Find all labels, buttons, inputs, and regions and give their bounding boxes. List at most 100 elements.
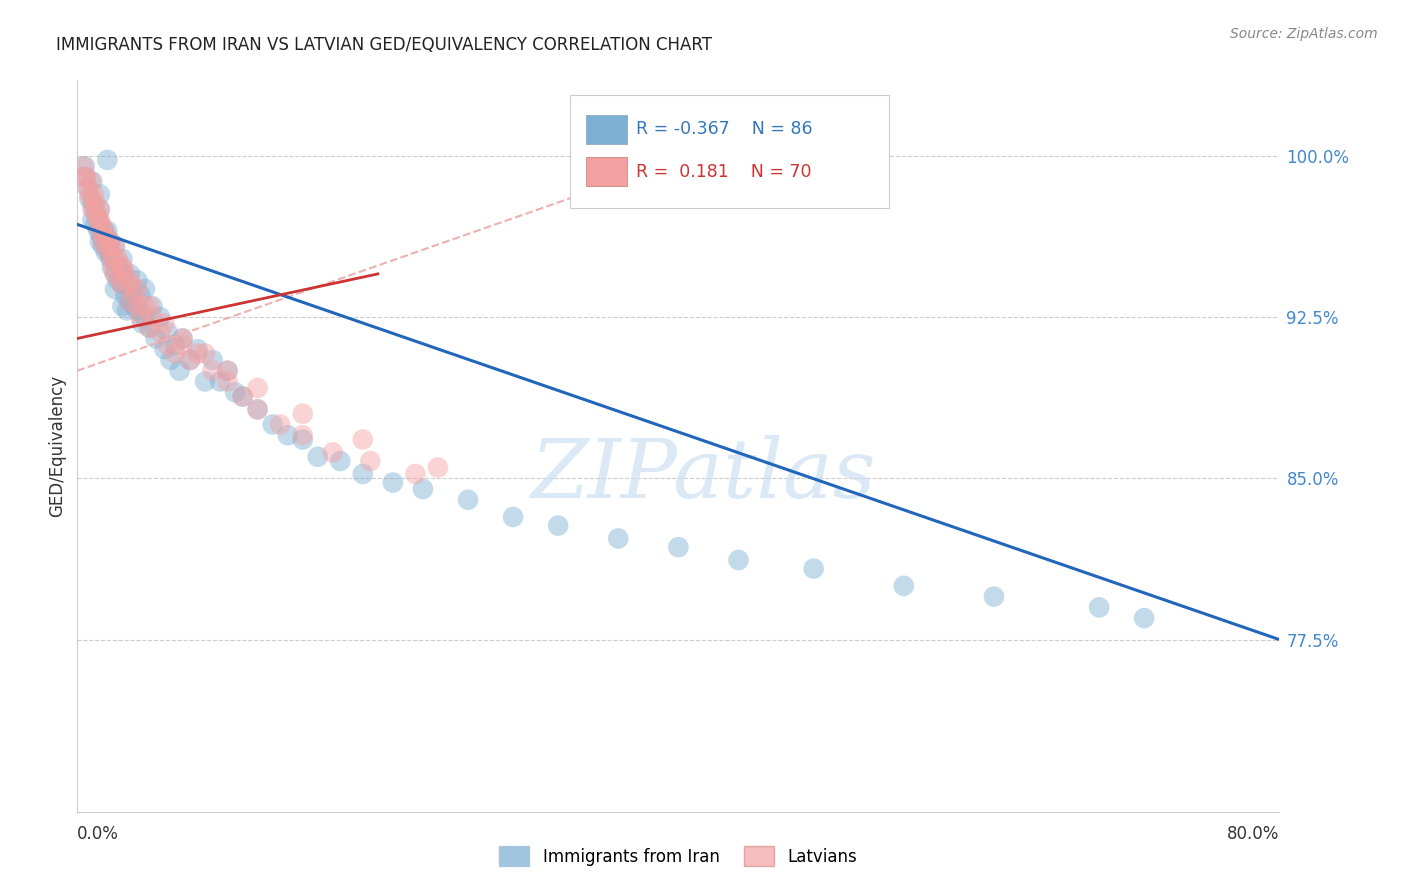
Point — [104, 267, 127, 281]
Text: 80.0%: 80.0% — [1227, 825, 1279, 843]
Point — [217, 364, 239, 378]
Point — [127, 303, 149, 318]
Point — [101, 252, 124, 266]
Point — [169, 364, 191, 378]
Point — [246, 402, 269, 417]
Point — [114, 288, 136, 302]
Point — [87, 213, 110, 227]
Point — [179, 353, 201, 368]
Point — [89, 224, 111, 238]
Point — [163, 346, 186, 360]
Point — [232, 390, 254, 404]
Point — [131, 317, 153, 331]
Point — [209, 375, 232, 389]
Point — [201, 353, 224, 368]
Point — [163, 338, 186, 352]
Point — [89, 218, 111, 232]
Point — [96, 230, 118, 244]
Point — [80, 174, 103, 188]
Point — [457, 492, 479, 507]
Point — [76, 181, 98, 195]
Point — [100, 235, 122, 249]
Point — [172, 331, 194, 345]
Point — [87, 224, 110, 238]
Y-axis label: GED/Equivalency: GED/Equivalency — [48, 375, 66, 517]
Point — [322, 445, 344, 459]
Point — [73, 159, 96, 173]
Point — [107, 252, 129, 266]
Point — [89, 187, 111, 202]
Text: 0.0%: 0.0% — [77, 825, 120, 843]
Point — [127, 282, 149, 296]
Point — [194, 375, 217, 389]
Point — [82, 174, 104, 188]
Point — [118, 294, 141, 309]
Point — [224, 385, 246, 400]
Point — [100, 235, 122, 249]
Point — [111, 277, 134, 292]
FancyBboxPatch shape — [586, 115, 627, 144]
Point — [893, 579, 915, 593]
Point — [104, 239, 127, 253]
Point — [111, 277, 134, 292]
Point — [232, 390, 254, 404]
Text: ZIPatlas: ZIPatlas — [530, 435, 875, 516]
Point — [159, 353, 181, 368]
Point — [138, 320, 160, 334]
Point — [82, 213, 104, 227]
Point — [107, 273, 129, 287]
Point — [86, 209, 108, 223]
Point — [72, 159, 94, 173]
Point — [93, 224, 115, 238]
Point — [79, 187, 101, 202]
Point — [94, 239, 117, 253]
Point — [111, 260, 134, 275]
Point — [83, 187, 105, 202]
Point — [1088, 600, 1111, 615]
Text: R = -0.367    N = 86: R = -0.367 N = 86 — [637, 120, 813, 138]
Text: IMMIGRANTS FROM IRAN VS LATVIAN GED/EQUIVALENCY CORRELATION CHART: IMMIGRANTS FROM IRAN VS LATVIAN GED/EQUI… — [56, 36, 713, 54]
Point — [82, 195, 104, 210]
Point — [89, 235, 111, 249]
Point — [111, 260, 134, 275]
Point — [145, 331, 167, 345]
Point — [75, 170, 97, 185]
Point — [172, 331, 194, 345]
Point — [217, 364, 239, 378]
Point — [84, 195, 107, 210]
Point — [607, 532, 630, 546]
Point — [73, 170, 96, 185]
Point — [127, 273, 149, 287]
Point — [291, 433, 314, 447]
Point — [983, 590, 1005, 604]
Point — [134, 310, 156, 324]
Point — [291, 428, 314, 442]
Point — [381, 475, 404, 490]
Point — [547, 518, 569, 533]
Point — [262, 417, 284, 432]
Point — [79, 192, 101, 206]
Point — [352, 433, 374, 447]
Point — [127, 299, 149, 313]
Point — [668, 540, 690, 554]
Point — [124, 288, 146, 302]
Point — [84, 202, 107, 217]
Point — [105, 256, 128, 270]
Point — [138, 320, 160, 334]
Point — [352, 467, 374, 481]
FancyBboxPatch shape — [571, 95, 889, 209]
Point — [104, 282, 127, 296]
Point — [217, 375, 239, 389]
Point — [118, 277, 141, 292]
Point — [82, 192, 104, 206]
Point — [246, 381, 269, 395]
Point — [118, 267, 141, 281]
Point — [153, 317, 176, 331]
Point — [201, 364, 224, 378]
Point — [727, 553, 749, 567]
Point — [187, 346, 209, 360]
Point — [141, 310, 163, 324]
Point — [149, 310, 172, 324]
Point — [1133, 611, 1156, 625]
FancyBboxPatch shape — [586, 157, 627, 186]
